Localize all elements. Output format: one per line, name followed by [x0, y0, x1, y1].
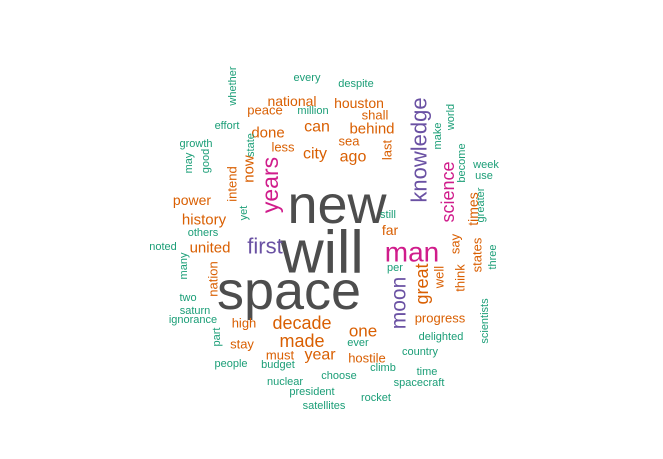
word-budget: budget — [261, 359, 295, 371]
word-new: new — [287, 175, 387, 235]
word-states: states — [470, 237, 485, 272]
word-rocket: rocket — [361, 392, 391, 404]
word-last: last — [380, 139, 395, 160]
word-many: many — [178, 252, 190, 279]
word-ago: ago — [340, 149, 367, 166]
word-hostile: hostile — [348, 351, 386, 366]
word-shall: shall — [362, 108, 389, 123]
word-intend: intend — [225, 166, 240, 201]
word-people: people — [214, 358, 247, 370]
word-three: three — [487, 244, 499, 269]
word-may: may — [183, 152, 195, 173]
word-yet: yet — [238, 206, 250, 221]
word-high: high — [232, 316, 257, 331]
word-first: first — [247, 234, 282, 259]
word-nation: nation — [206, 261, 221, 296]
word-saturn: saturn — [180, 305, 211, 317]
word-state: state — [245, 133, 257, 157]
word-per: per — [387, 262, 403, 274]
word-noted: noted — [149, 241, 177, 253]
word-scientists: scientists — [479, 298, 491, 344]
word-spacecraft: spacecraft — [394, 377, 445, 389]
word-country: country — [402, 346, 439, 358]
word-ignorance: ignorance — [169, 314, 217, 326]
word-less: less — [271, 140, 295, 155]
word-world: world — [445, 104, 457, 131]
word-done: done — [251, 125, 284, 142]
word-time: time — [417, 366, 438, 378]
word-make: make — [432, 123, 444, 150]
word-satellites: satellites — [303, 400, 346, 412]
word-power: power — [173, 192, 211, 208]
word-say: say — [448, 233, 463, 254]
word-united: united — [190, 240, 231, 257]
word-now: now — [241, 155, 258, 183]
word-must: must — [266, 348, 295, 363]
word-two: two — [179, 292, 196, 304]
word-think: think — [453, 264, 468, 292]
word-good: good — [200, 149, 212, 173]
word-years: years — [257, 157, 283, 213]
word-peace: peace — [247, 103, 282, 118]
word-man: man — [385, 237, 439, 268]
word-history: history — [182, 212, 227, 229]
word-delighted: delighted — [419, 331, 464, 343]
word-greater: greater — [475, 187, 487, 222]
word-well: well — [432, 266, 447, 290]
word-despite: despite — [338, 78, 373, 90]
word-part: part — [211, 328, 223, 347]
word-progress: progress — [415, 311, 466, 326]
word-knowledge: knowledge — [407, 97, 432, 202]
word-one: one — [349, 322, 377, 341]
word-nuclear: nuclear — [267, 376, 303, 388]
word-times: times — [465, 192, 481, 225]
word-will: will — [279, 219, 363, 286]
word-effort: effort — [215, 120, 240, 132]
word-national: national — [267, 93, 316, 109]
word-choose: choose — [321, 370, 356, 382]
word-stay: stay — [230, 337, 254, 352]
word-far: far — [382, 222, 399, 238]
word-million: million — [297, 105, 328, 117]
word-sea: sea — [339, 134, 361, 149]
word-whether: whether — [227, 66, 239, 106]
word-space: space — [217, 261, 361, 321]
word-climb: climb — [370, 362, 396, 374]
word-decade: decade — [272, 313, 331, 333]
word-others: others — [188, 227, 219, 239]
word-president: president — [289, 386, 334, 398]
word-year: year — [304, 347, 336, 364]
word-behind: behind — [349, 121, 394, 138]
word-can: can — [304, 119, 330, 136]
word-made: made — [279, 331, 324, 351]
word-moon: moon — [388, 277, 411, 330]
word-houston: houston — [334, 95, 384, 111]
word-great: great — [412, 263, 432, 304]
word-city: city — [303, 146, 327, 163]
word-week: week — [472, 159, 499, 171]
word-use: use — [475, 170, 493, 182]
word-science: science — [438, 161, 458, 222]
word-ever: ever — [347, 337, 369, 349]
word-still: still — [380, 209, 396, 221]
word-growth: growth — [179, 138, 212, 150]
word-become: become — [456, 143, 468, 182]
word-every: every — [294, 72, 321, 84]
